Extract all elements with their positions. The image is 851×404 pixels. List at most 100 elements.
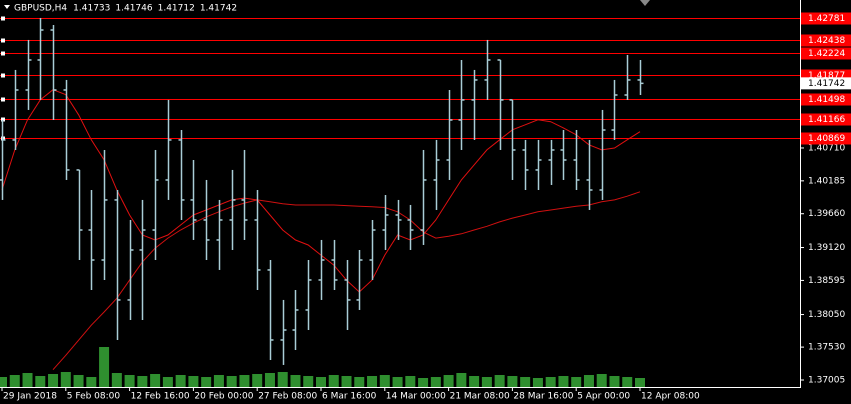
- current-price: 1.41742: [808, 79, 845, 89]
- level-handle: [1, 51, 5, 56]
- level-handle: [1, 97, 5, 102]
- level-label: 1.41877: [808, 71, 845, 81]
- level-label: 1.42781: [808, 14, 845, 24]
- header-value: 1.41733: [73, 4, 110, 14]
- y-tick-label: 1.40710: [808, 143, 845, 153]
- level-handle: [1, 117, 5, 122]
- current-price-box: [801, 77, 851, 90]
- x-tick-label: 29 Jan 2018: [3, 392, 57, 402]
- volume-bar: [73, 375, 84, 387]
- level-label-box: [801, 47, 851, 60]
- level-label-box: [801, 113, 851, 126]
- y-tick-label: 1.39120: [808, 243, 845, 253]
- volume-bar: [558, 376, 569, 387]
- volume-bar: [316, 377, 326, 387]
- level-handle: [1, 73, 5, 78]
- volume-bar: [175, 375, 186, 387]
- volume-bar: [520, 377, 531, 387]
- y-tick-label: 1.38050: [808, 310, 845, 320]
- volume-bar: [367, 376, 378, 387]
- header-value: 1.41742: [200, 4, 237, 14]
- symbol: GBPUSD,H4: [14, 4, 67, 14]
- volume-bar: [341, 376, 352, 387]
- volume-bar: [596, 374, 607, 387]
- volume-bar: [48, 374, 59, 387]
- level-label: 1.42224: [808, 49, 845, 59]
- x-tick-label: 6 Mar 16:00: [322, 392, 377, 402]
- volume-bar: [226, 376, 237, 387]
- level-label: 1.41166: [808, 115, 845, 125]
- volume-bar: [201, 377, 212, 387]
- level-label: 1.41498: [808, 95, 845, 105]
- volume-bar: [609, 376, 620, 387]
- volume-bar: [162, 377, 173, 387]
- volume-bar: [137, 376, 148, 387]
- volume-bar: [405, 376, 416, 387]
- volume-bar: [392, 377, 403, 387]
- volume-bar: [469, 376, 480, 387]
- volume-bar: [303, 376, 314, 387]
- volume-bar: [571, 377, 582, 387]
- volume-bar: [252, 374, 263, 387]
- x-tick-label: 5 Feb 08:00: [67, 392, 121, 402]
- volume-bar: [456, 373, 467, 387]
- volume-bar: [22, 373, 33, 387]
- volume-bar: [111, 373, 122, 387]
- volume-bar: [532, 378, 543, 387]
- volume-bar: [443, 375, 454, 387]
- volume-bar: [35, 376, 46, 387]
- volume-bar: [418, 378, 429, 387]
- volume-bar: [0, 377, 7, 387]
- volume-bar: [635, 378, 645, 387]
- header-value: 1.41712: [158, 4, 195, 14]
- volume-bar: [188, 376, 199, 387]
- y-tick-label: 1.38595: [808, 276, 845, 286]
- level-label-box: [801, 93, 851, 106]
- level-handle: [1, 16, 5, 21]
- volume-bar: [239, 375, 250, 387]
- level-label: 1.42438: [808, 36, 845, 46]
- volume-bar: [60, 372, 71, 387]
- volume-bar: [290, 375, 301, 387]
- y-tick-label: 1.37005: [808, 375, 845, 385]
- y-tick-label: 1.39660: [808, 209, 845, 219]
- volume-bar: [507, 376, 518, 387]
- volume-bar: [583, 375, 594, 387]
- x-tick-label: 20 Feb 00:00: [194, 392, 253, 402]
- volume-bar: [124, 375, 135, 387]
- volume-bar: [99, 347, 110, 387]
- shift-marker: [640, 0, 650, 6]
- x-tick-label: 28 Mar 16:00: [513, 392, 573, 402]
- volume-bar: [481, 377, 492, 387]
- x-tick-label: 21 Mar 08:00: [450, 392, 510, 402]
- volume-bar: [545, 377, 556, 387]
- level-label: 1.40869: [808, 134, 845, 144]
- menu-arrow[interactable]: [4, 5, 10, 9]
- x-tick-label: 12 Apr 08:00: [641, 392, 700, 402]
- header-value: 1.41746: [115, 4, 152, 14]
- volume-bar: [379, 375, 390, 387]
- volume-bar: [494, 375, 505, 387]
- volume-bar: [328, 375, 339, 387]
- x-tick-label: 27 Feb 08:00: [258, 392, 317, 402]
- moving-average: [52, 191, 641, 371]
- level-label-box: [801, 12, 851, 25]
- x-tick-label: 14 Mar 00:00: [386, 392, 446, 402]
- volume-bar: [277, 372, 288, 387]
- volume-bar: [9, 375, 20, 387]
- volume-bar: [622, 377, 633, 387]
- level-label-box: [801, 132, 851, 145]
- level-handle: [1, 38, 5, 43]
- volume-bar: [264, 373, 275, 387]
- x-tick-label: 12 Feb 16:00: [131, 392, 190, 402]
- y-tick-label: 1.40185: [808, 176, 845, 186]
- volume-bar: [150, 374, 161, 387]
- x-tick-label: 5 Apr 00:00: [577, 392, 630, 402]
- volume-bar: [354, 377, 365, 387]
- volume-bar: [213, 375, 224, 387]
- level-label-box: [801, 34, 851, 47]
- volume-bar: [86, 377, 97, 387]
- header: GBPUSD,H4 1.41733 1.41746 1.41712 1.41742: [14, 4, 237, 14]
